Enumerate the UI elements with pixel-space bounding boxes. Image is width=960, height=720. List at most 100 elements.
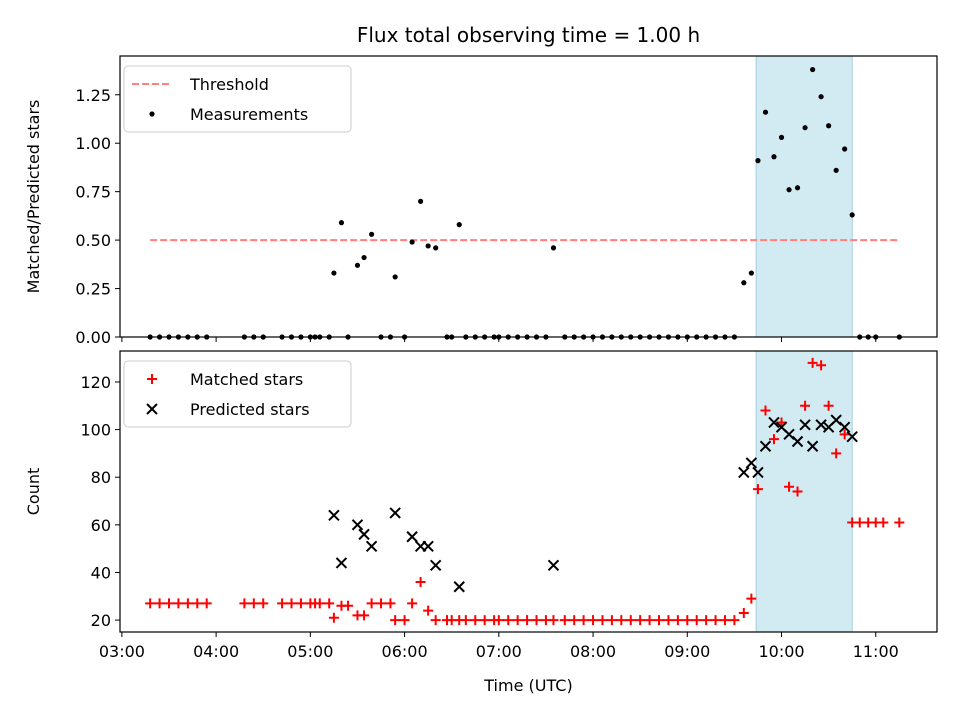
legend-entry-label: Matched stars: [190, 370, 303, 389]
legend: Matched stars Predicted stars: [123, 360, 352, 428]
matched-star-marker: [839, 429, 850, 440]
measurement-point: [369, 231, 375, 237]
predicted-star-marker: [365, 540, 378, 552]
measurement-point: [418, 198, 424, 204]
matched-star-marker: [493, 615, 504, 626]
measurement-point: [778, 134, 785, 140]
matched-star-marker: [559, 615, 570, 626]
matched-star-marker: [854, 517, 865, 528]
matched-star-marker: [663, 615, 674, 626]
y-tick-label: 60: [91, 516, 111, 535]
matched-star-marker: [479, 615, 490, 626]
matched-star-marker: [701, 615, 712, 626]
matched-star-marker: [792, 486, 803, 497]
matched-star-marker: [625, 615, 636, 626]
matched-star-marker: [366, 598, 377, 609]
measurement-point: [810, 66, 816, 73]
measurement-point: [826, 123, 832, 129]
x-tick-label: 06:00: [382, 642, 428, 661]
matched-star-marker: [470, 615, 481, 626]
predicted-star-marker: [335, 557, 348, 569]
top-panel-ratio: 0.00 0.25 0.50 0.75 1.00 1.25 Matched/Predicte…: [24, 23, 938, 347]
predicted-star-marker: [351, 519, 364, 531]
matched-star-marker: [682, 615, 693, 626]
matched-star-marker: [277, 598, 288, 609]
x-axis-label: Time (UTC): [483, 676, 572, 695]
measurement-point: [550, 245, 557, 251]
y-tick-label: 0.25: [75, 280, 111, 299]
x-tick-label: 07:00: [476, 642, 522, 661]
matched-star-marker: [239, 598, 250, 609]
matched-star-marker: [578, 615, 589, 626]
matched-star-marker: [154, 598, 165, 609]
y-axis-label: Count: [24, 468, 43, 516]
matched-star-marker: [423, 605, 434, 616]
measurement-point: [786, 187, 792, 193]
matched-star-marker: [164, 598, 175, 609]
matched-star-marker: [359, 610, 370, 621]
matched-star-marker: [522, 615, 533, 626]
matched-star-marker: [752, 484, 763, 495]
legend-measurement-swatch: [149, 111, 155, 117]
measurement-point: [741, 280, 747, 286]
predicted-star-marker: [815, 419, 827, 431]
highlight-span: [755, 55, 853, 338]
matched-star-marker: [710, 615, 721, 626]
highlight-span: [755, 350, 853, 633]
predicted-star-marker: [738, 466, 750, 479]
matched-star-marker: [823, 400, 834, 411]
y-tick-label: 0.50: [75, 231, 111, 250]
matched-star-marker: [738, 607, 749, 618]
legend-box: [123, 360, 352, 428]
matched-star-marker: [616, 615, 627, 626]
predicted-star-marker: [547, 559, 560, 572]
matched-star-marker: [314, 598, 325, 609]
predicted-star-marker: [791, 435, 804, 448]
legend-box: [123, 65, 352, 133]
matched-star-marker: [192, 598, 203, 609]
predicted-star-marker: [745, 457, 758, 469]
matched-star-marker: [878, 517, 889, 528]
matched-star-marker: [376, 598, 387, 609]
measurement-point: [849, 212, 855, 218]
matched-star-marker: [430, 615, 441, 626]
matched-star-marker: [324, 598, 335, 609]
matched-star-marker: [399, 615, 410, 626]
predicted-star-marker: [358, 528, 370, 541]
y-tick-label: 120: [80, 373, 111, 392]
matched-star-marker: [784, 481, 795, 492]
matched-star-marker: [831, 448, 842, 459]
matched-star-marker: [672, 615, 683, 626]
legend-entry-label: Predicted stars: [190, 400, 310, 419]
matched-star-marker: [654, 615, 665, 626]
measurement-point: [842, 146, 848, 152]
chart-title: Flux total observing time = 1.00 h: [357, 23, 700, 47]
measurement-point: [354, 262, 361, 268]
legend-entry-label: Measurements: [190, 105, 308, 124]
measurement-point: [338, 220, 345, 226]
measurement-point: [748, 270, 754, 276]
matched-star-marker: [390, 615, 401, 626]
measurement-point: [818, 94, 824, 100]
matched-star-marker: [145, 598, 156, 609]
matched-star-marker: [343, 600, 354, 611]
predicted-star-marker: [453, 581, 465, 593]
matched-star-marker: [816, 360, 827, 371]
matched-star-marker: [460, 615, 471, 626]
matched-star-marker: [248, 598, 259, 609]
measurement-point: [392, 274, 398, 280]
predicted-star-marker: [328, 509, 340, 522]
predicted-star-marker: [429, 559, 442, 572]
matched-star-marker: [407, 598, 418, 609]
x-tick-label: 03:00: [99, 642, 145, 661]
matched-star-marker: [201, 598, 212, 609]
matched-star-marker: [768, 434, 779, 445]
matched-star-marker: [760, 405, 771, 416]
measurement-point: [433, 245, 439, 251]
matched-star-marker: [776, 417, 787, 428]
measurement-point: [361, 254, 367, 261]
legend-matched-swatch: [147, 374, 157, 384]
matched-star-marker: [635, 615, 646, 626]
x-tick-label: 04:00: [193, 642, 239, 661]
